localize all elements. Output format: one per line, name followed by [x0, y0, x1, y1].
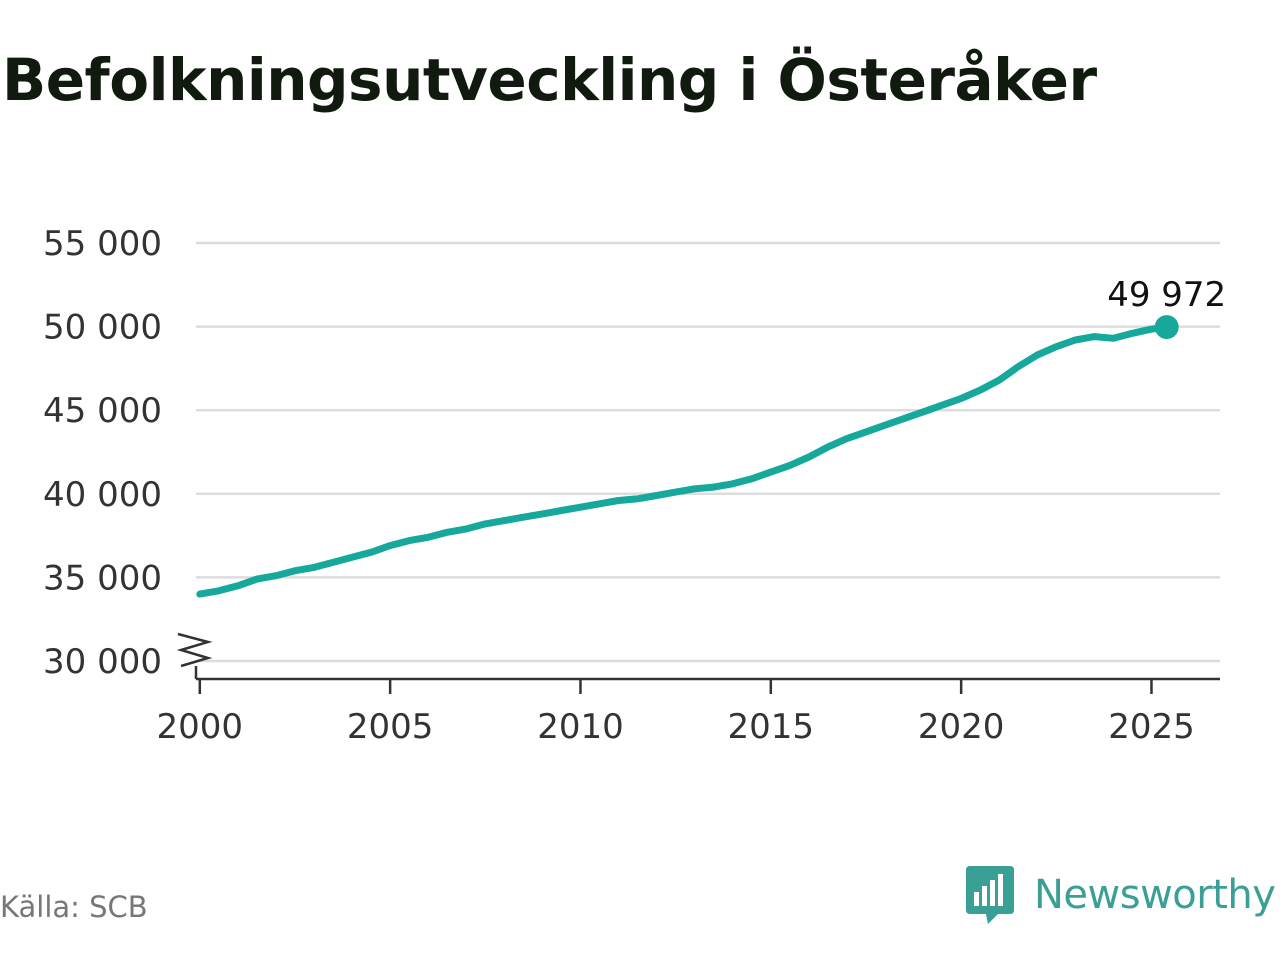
y-axis-break-icon — [176, 632, 213, 668]
brand-name: Newsworthy — [1034, 872, 1276, 918]
y-tick-label: 30 000 — [43, 642, 162, 682]
x-axis — [194, 666, 1220, 694]
y-axis-tick-labels: 30 000 35 000 40 000 45 000 50 000 55 000 — [43, 224, 162, 682]
series-line-0 — [196, 323, 1171, 598]
x-tick-label: 2005 — [347, 707, 434, 747]
y-tick-label: 50 000 — [43, 308, 162, 348]
y-tick-label: 55 000 — [43, 224, 162, 264]
x-tick-label: 2015 — [728, 707, 815, 747]
x-tick-label: 2020 — [918, 707, 1005, 747]
y-tick-label: 40 000 — [43, 475, 162, 515]
x-tick-label: 2010 — [537, 707, 624, 747]
chart-title: Befolkningsutveckling i Österåker — [2, 46, 1097, 114]
y-tick-label: 45 000 — [43, 391, 162, 431]
end-value-label: 49 972 — [1107, 275, 1226, 315]
bar-chart-speech-bubble-icon — [966, 866, 1014, 924]
line-chart: 30 000 35 000 40 000 45 000 50 000 55 000 200… — [43, 224, 1226, 747]
end-point-marker — [1154, 315, 1179, 340]
x-tick-label: 2000 — [157, 707, 244, 747]
series-group: 49 972 — [196, 275, 1226, 598]
x-tick-label: 2025 — [1108, 707, 1195, 747]
x-axis-tick-labels: 2000 2005 2010 2015 2020 2025 — [157, 707, 1195, 747]
gridlines — [196, 241, 1220, 663]
y-tick-label: 35 000 — [43, 558, 162, 598]
source-credit: Källa: SCB — [0, 890, 148, 924]
brand-logo: Newsworthy — [964, 864, 1276, 926]
